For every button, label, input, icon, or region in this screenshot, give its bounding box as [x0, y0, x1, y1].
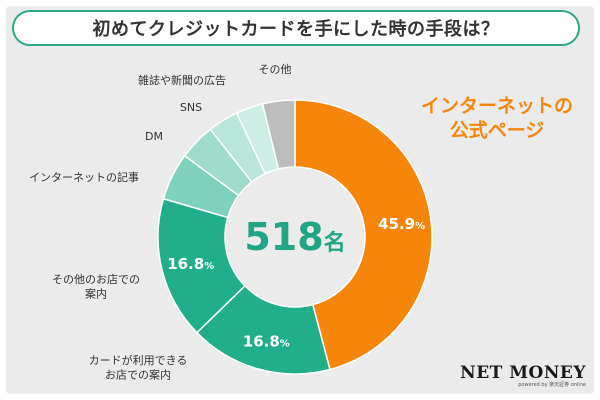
brand-name: NET MONEY: [460, 363, 586, 383]
category-label-3: インターネットの記事: [29, 170, 139, 184]
category-label-1: カードが利用できるお店での案内: [89, 353, 188, 381]
donut-slice-0: [294, 99, 433, 371]
category-label-5: SNS: [180, 101, 202, 114]
brand-logo: NET MONEY powered by 楽天証券 online: [460, 363, 586, 389]
donut-slice-7: [261, 99, 296, 170]
chart-title-text: 初めてクレジットカードを手にした時の手段は？: [92, 19, 500, 40]
category-label-6: 雑誌や新聞の広告: [138, 73, 226, 87]
center-total: 518名: [244, 215, 345, 259]
category-label-0: インターネットの公式ページ: [421, 95, 573, 142]
brand-sub: powered by 楽天証券 online: [518, 382, 586, 388]
category-label-4: DM: [145, 130, 163, 143]
category-label-7: その他: [259, 63, 292, 76]
value-label-2: 16.8%: [167, 255, 214, 273]
chart-title: 初めてクレジットカードを手にした時の手段は？: [12, 10, 580, 46]
value-label-0: 45.9%: [378, 215, 425, 233]
category-label-2: その他のお店での案内: [52, 272, 140, 300]
value-label-1: 16.8%: [243, 333, 290, 351]
